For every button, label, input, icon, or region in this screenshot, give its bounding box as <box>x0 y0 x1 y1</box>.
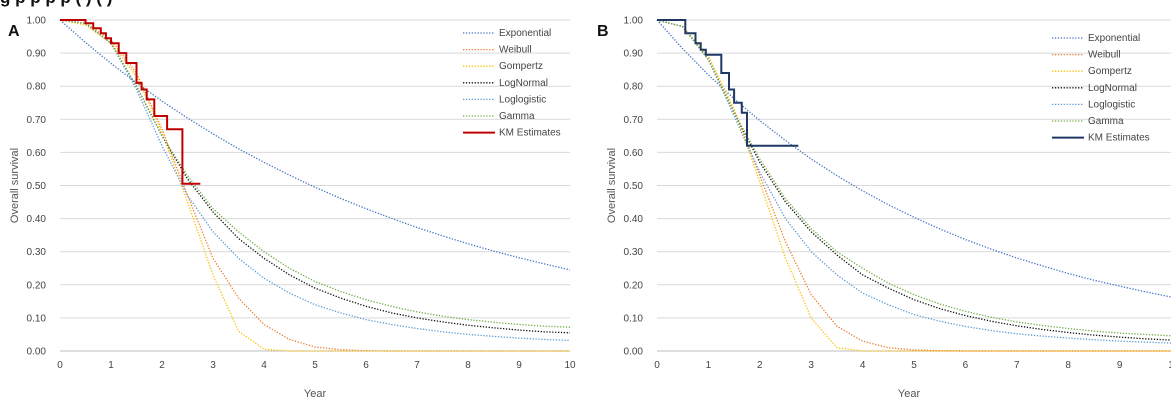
figure-title: g p p p p ( ) ( ) <box>0 0 1171 10</box>
x-tick-label: 9 <box>1117 360 1123 371</box>
legend-label: Loglogistic <box>499 94 546 105</box>
x-tick-label: 1 <box>1168 360 1171 371</box>
legend-label: Exponential <box>1088 33 1140 44</box>
series-line-gamma <box>656 19 1171 337</box>
y-tick-label: 1.00 <box>624 16 644 27</box>
legend-label: Loglogistic <box>1088 99 1135 110</box>
legend-label: Weibull <box>499 45 532 56</box>
km-estimates-line <box>60 19 201 185</box>
x-tick-label: 10 <box>564 360 576 371</box>
x-tick-label: 6 <box>963 360 969 371</box>
legend-label: KM Estimates <box>499 128 561 139</box>
y-tick-label: 0.30 <box>27 247 47 258</box>
y-tick-label: 0.60 <box>27 148 47 159</box>
x-tick-label: 2 <box>159 360 165 371</box>
x-tick-label: 7 <box>414 360 420 371</box>
x-tick-label: 2 <box>757 360 763 371</box>
x-tick-label: 1 <box>706 360 712 371</box>
chart-panel-b: 0.00 0.10 0.20 0.30 0.40 0.50 0.60 0.70 0.80 0.90… <box>597 16 1171 400</box>
series-line-weibull <box>59 19 570 352</box>
y-axis-label: Overall survival <box>606 148 618 223</box>
legend-label: LogNormal <box>1088 83 1137 94</box>
series-line-exponential <box>59 19 571 271</box>
legend-label: Gompertz <box>499 61 543 72</box>
x-tick-label: 5 <box>911 360 917 371</box>
y-tick-label: 0.50 <box>624 181 644 192</box>
chart-panel-a: 0.00 0.10 0.20 0.30 0.40 0.50 0.60 0.70 0.80 0.90… <box>8 16 576 400</box>
legend-label: Gompertz <box>1088 66 1132 77</box>
legend-label: Gamma <box>499 111 535 122</box>
x-tick-label: 1 <box>108 360 114 371</box>
x-tick-label: 4 <box>261 360 267 371</box>
y-tick-label: 0.10 <box>624 313 644 324</box>
y-tick-label: 0.60 <box>624 148 644 159</box>
y-tick-label: 0.70 <box>624 115 644 126</box>
y-tick-label: 0.80 <box>624 82 644 93</box>
x-tick-label: 0 <box>654 360 660 371</box>
x-axis-label: Year <box>304 388 327 400</box>
x-tick-label: 3 <box>210 360 216 371</box>
legend-label: Gamma <box>1088 116 1124 127</box>
x-axis-label: Year <box>898 388 921 400</box>
legend-label: Exponential <box>499 28 551 39</box>
y-tick-label: 0.40 <box>27 214 47 225</box>
y-tick-label: 0.80 <box>27 82 47 93</box>
y-tick-label: 0.70 <box>27 115 47 126</box>
series-line-gompertz <box>59 19 570 352</box>
x-tick-label: 6 <box>363 360 369 371</box>
series-line-gamma <box>59 19 571 328</box>
series-line-exponential <box>656 19 1171 298</box>
y-tick-label: 0.00 <box>624 347 644 358</box>
panel-label: A <box>8 23 20 40</box>
legend-label: KM Estimates <box>1088 133 1150 144</box>
x-tick-label: 8 <box>1065 360 1071 371</box>
legend-label: Weibull <box>1088 50 1121 61</box>
x-tick-label: 4 <box>860 360 866 371</box>
series-line-gompertz <box>656 19 1171 352</box>
y-tick-label: 0.10 <box>27 313 47 324</box>
y-tick-label: 0.90 <box>624 49 644 60</box>
x-tick-label: 5 <box>312 360 318 371</box>
y-tick-label: 0.40 <box>624 214 644 225</box>
panel-label: B <box>597 23 609 40</box>
y-tick-label: 0.20 <box>27 280 47 291</box>
series-line-loglogistic <box>59 19 571 342</box>
y-tick-label: 1.00 <box>27 16 47 27</box>
x-tick-label: 3 <box>808 360 814 371</box>
series-line-lognormal <box>59 19 571 334</box>
y-tick-label: 0.00 <box>27 347 47 358</box>
legend-label: LogNormal <box>499 78 548 89</box>
x-tick-label: 8 <box>465 360 471 371</box>
series-line-loglogistic <box>656 19 1171 344</box>
x-tick-label: 7 <box>1014 360 1020 371</box>
x-tick-label: 9 <box>516 360 522 371</box>
y-tick-label: 0.90 <box>27 49 47 60</box>
y-tick-label: 0.30 <box>624 247 644 258</box>
series-line-weibull <box>656 19 1171 352</box>
km-estimates-line <box>657 19 799 147</box>
y-tick-label: 0.20 <box>624 280 644 291</box>
x-tick-label: 0 <box>57 360 63 371</box>
y-axis-label: Overall survival <box>9 148 21 223</box>
y-tick-label: 0.50 <box>27 181 47 192</box>
